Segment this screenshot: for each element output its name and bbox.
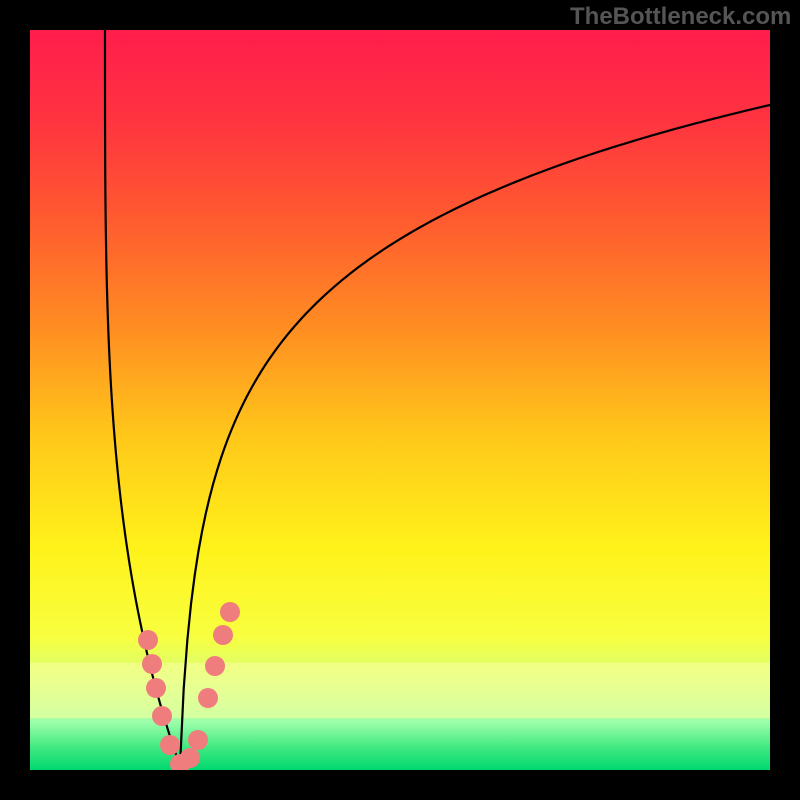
plot-gradient [30, 30, 770, 770]
pale-band [30, 663, 770, 719]
watermark-text: TheBottleneck.com [570, 3, 791, 31]
data-marker [142, 654, 162, 674]
data-marker [205, 656, 225, 676]
data-marker [198, 688, 218, 708]
data-marker [220, 602, 240, 622]
data-marker [180, 748, 200, 768]
data-marker [152, 706, 172, 726]
data-marker [188, 730, 208, 750]
data-marker [213, 625, 233, 645]
data-marker [138, 630, 158, 650]
data-marker [146, 678, 166, 698]
data-marker [160, 735, 180, 755]
figure-root: TheBottleneck.com [0, 0, 800, 800]
chart-svg [0, 0, 800, 800]
